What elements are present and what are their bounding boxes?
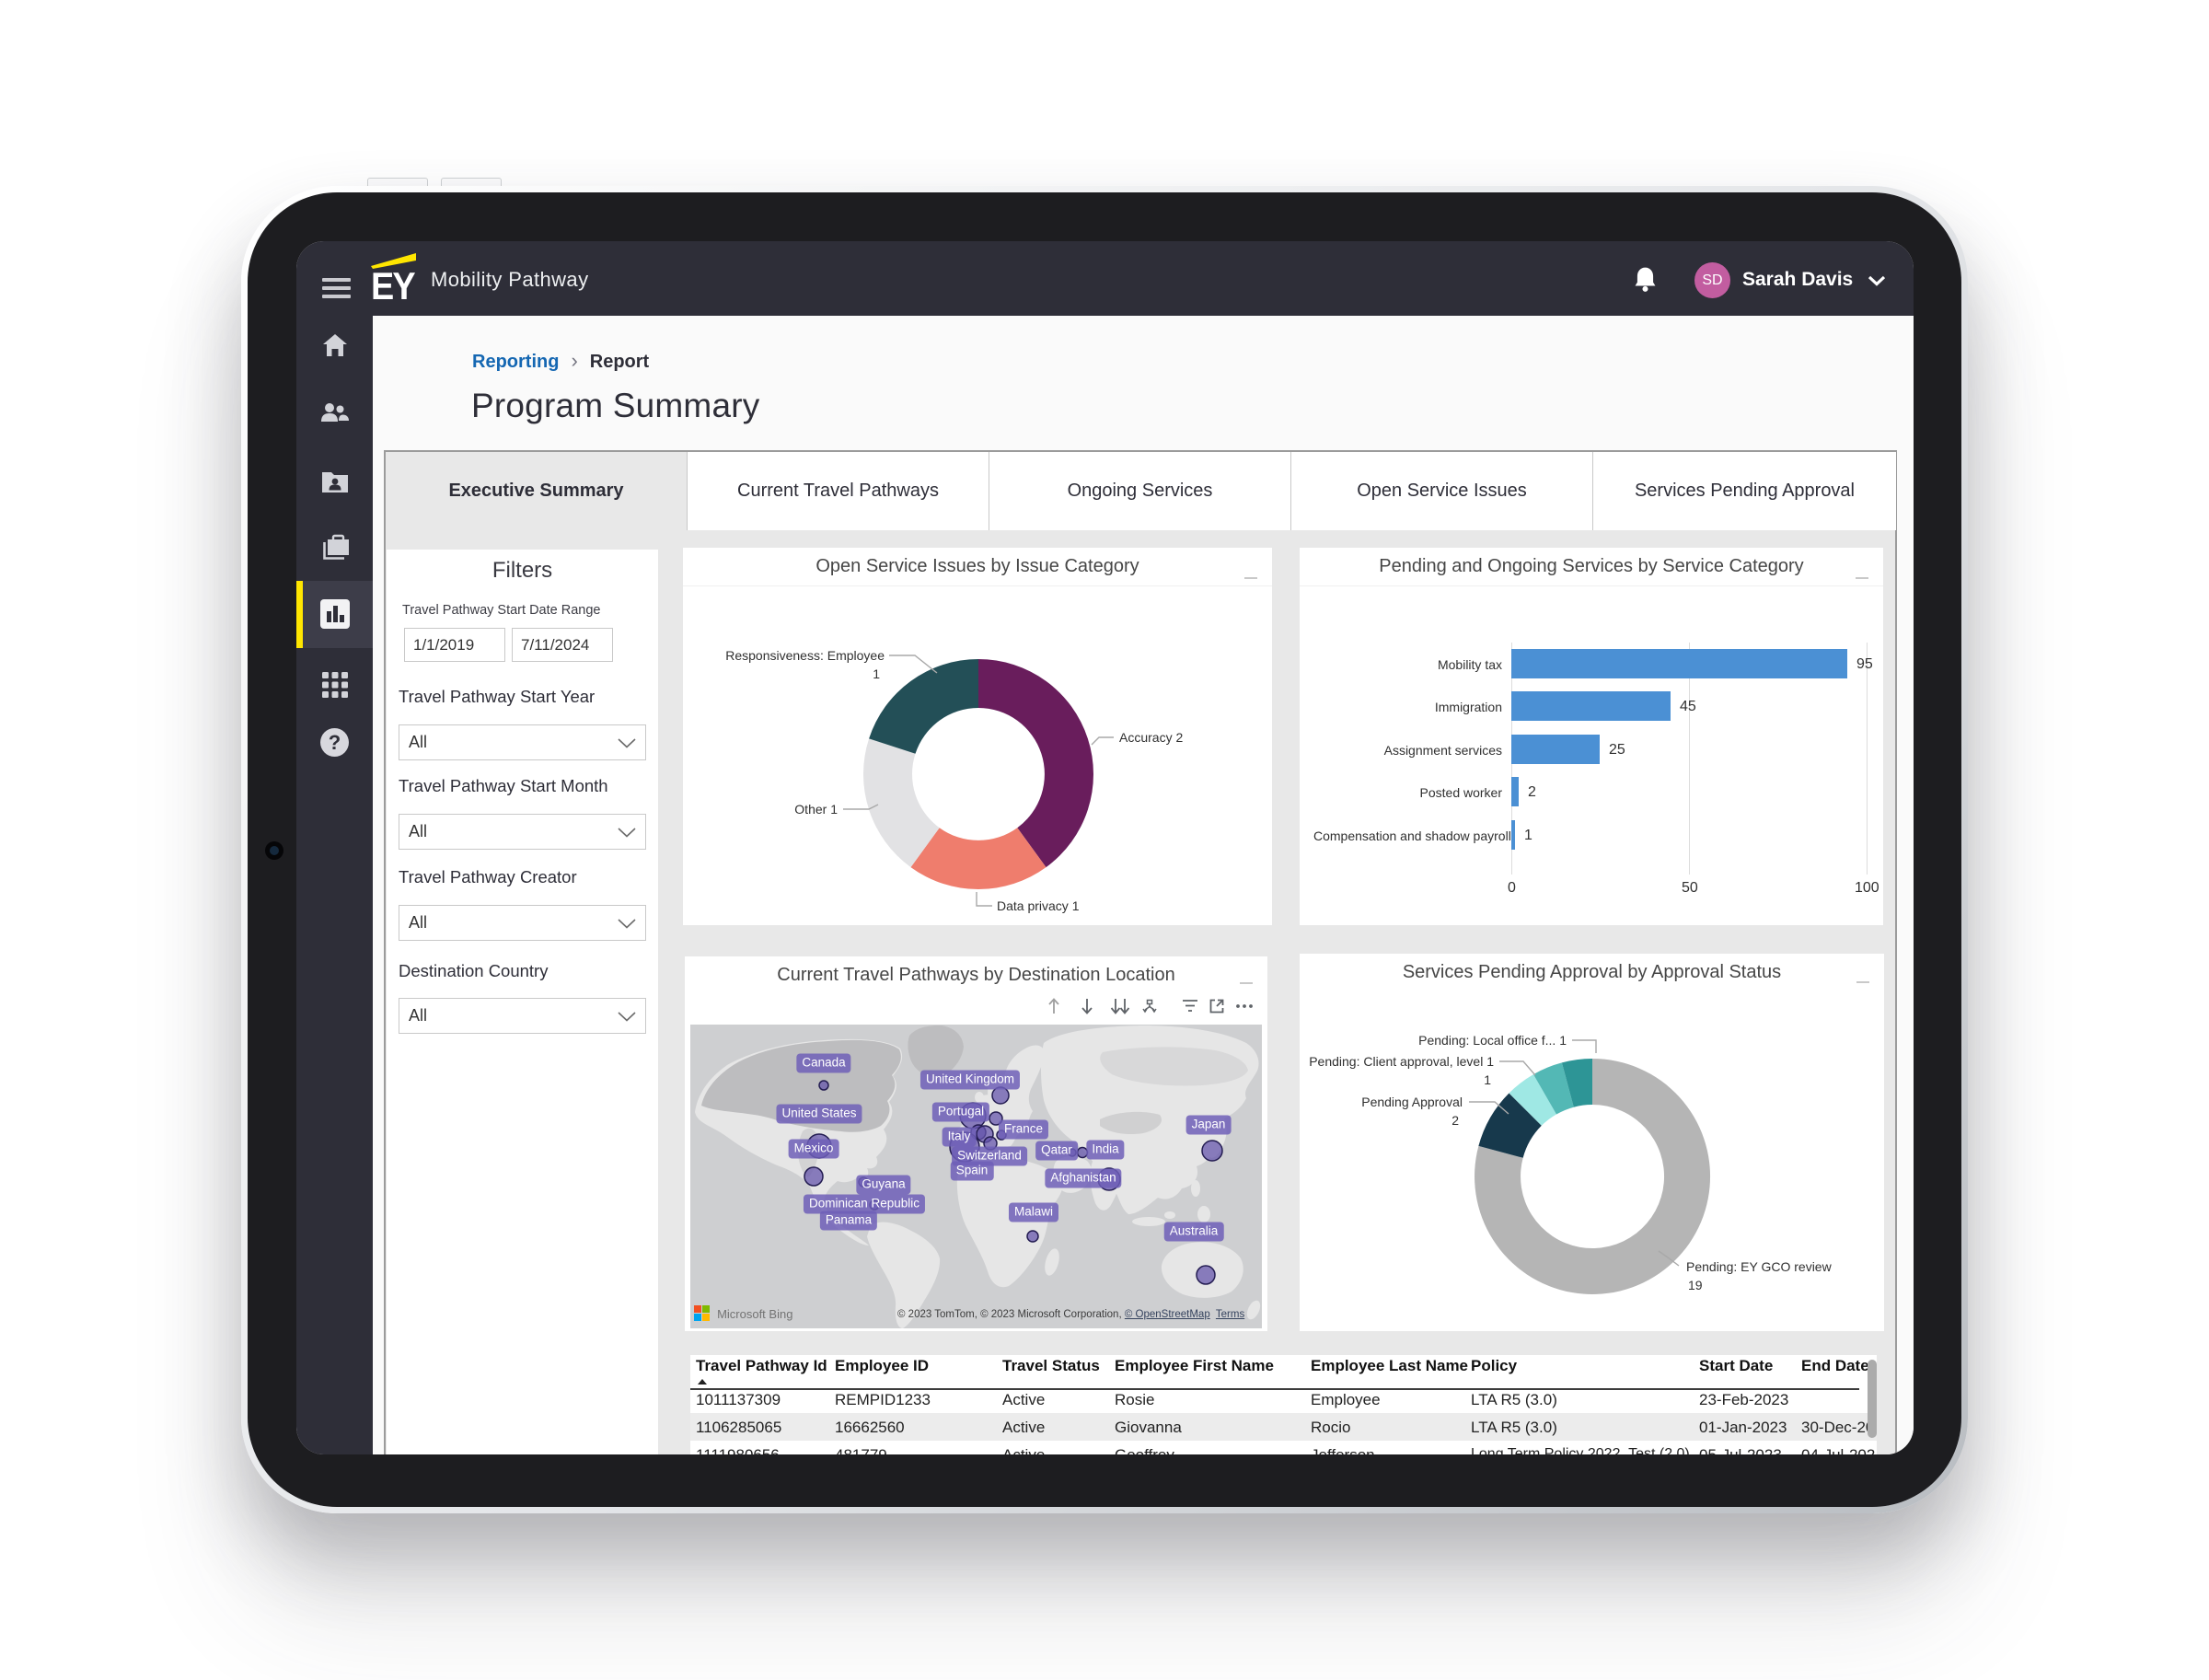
svg-text:1: 1 [1484,1072,1491,1087]
svg-text:19: 19 [1688,1278,1703,1292]
svg-text:Accuracy 2: Accuracy 2 [1119,730,1183,745]
svg-text:Pending Approval: Pending Approval [1361,1095,1463,1109]
svg-text:2: 2 [1451,1113,1459,1128]
svg-text:Pending: Local office f... 1: Pending: Local office f... 1 [1418,1033,1567,1048]
svg-text:Data privacy 1: Data privacy 1 [997,898,1080,913]
svg-text:Pending: Client approval, leve: Pending: Client approval, level 1 [1309,1054,1494,1069]
svg-text:Responsiveness: Employee: Responsiveness: Employee [725,648,885,663]
svg-text:Other 1: Other 1 [794,802,838,817]
svg-text:1: 1 [873,666,880,681]
svg-text:Pending: EY GCO review: Pending: EY GCO review [1686,1259,1833,1274]
